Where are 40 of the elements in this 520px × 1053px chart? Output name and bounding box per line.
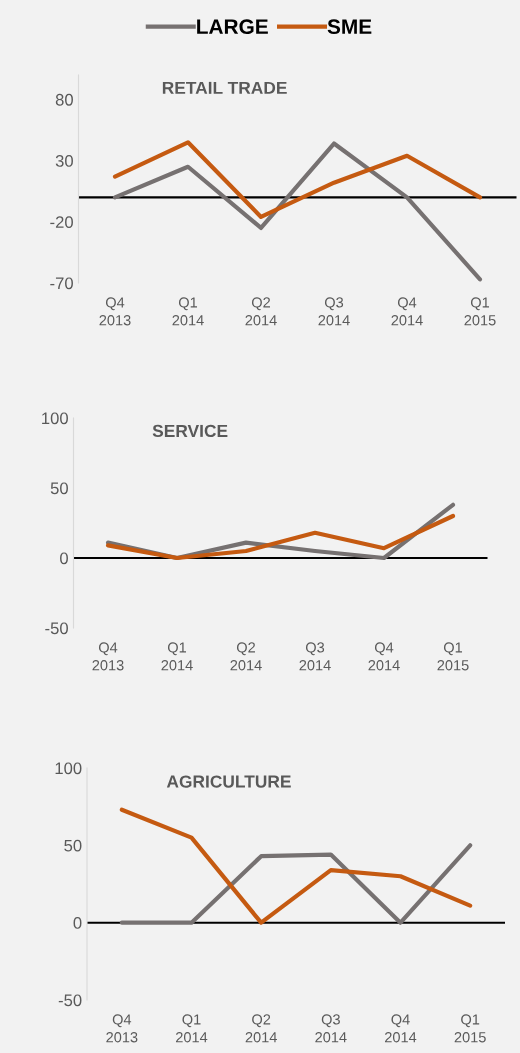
y-tick-label: -50 [45,622,68,635]
chart-title: AGRICULTURE [166,775,291,788]
x-tick-label: Q1 2015 [454,1014,486,1043]
y-tick-label: 50 [50,482,68,495]
y-tick-label: -70 [50,277,73,290]
y-tick-label: 100 [55,762,82,775]
y-tick-label: -20 [50,216,73,229]
chart-title: SERVICE [152,424,228,438]
x-tick-label: Q2 2014 [245,1014,277,1043]
x-tick-label: Q3 2014 [315,1014,347,1043]
y-tick-label: 100 [42,412,68,425]
x-tick-label: Q4 2013 [99,297,131,326]
line-series [119,807,473,925]
line-series [105,513,456,561]
x-tick-label: Q1 2014 [176,1014,208,1043]
x-tick-label: Q4 2014 [391,297,423,326]
x-tick-label: Q4 2013 [92,642,124,671]
x-tick-label: Q4 2013 [106,1014,138,1043]
y-tick-label: 30 [55,155,73,167]
y-tick-label: 0 [60,552,68,565]
legend-label: LARGE [197,19,268,35]
x-tick-label: Q1 2015 [464,297,496,326]
y-tick-label: -50 [58,994,82,1007]
y-tick-label: 0 [73,917,82,929]
chart-title: RETAIL TRADE [162,81,287,94]
x-tick-label: Q1 2015 [437,642,469,671]
line-series [112,140,483,220]
y-tick-label: 80 [55,93,73,106]
line-series [112,141,483,282]
x-tick-label: Q3 2014 [318,297,350,326]
legend-label: SME [327,19,372,35]
line-series [119,843,473,925]
x-tick-label: Q4 2014 [385,1014,417,1043]
y-tick-label: 50 [64,839,82,852]
x-tick-label: Q2 2014 [245,297,277,326]
x-tick-label: Q3 2014 [299,642,331,671]
x-tick-label: Q2 2014 [230,642,262,671]
x-tick-label: Q1 2014 [161,642,193,671]
x-tick-label: Q4 2014 [368,642,400,671]
x-tick-label: Q1 2014 [172,297,204,326]
